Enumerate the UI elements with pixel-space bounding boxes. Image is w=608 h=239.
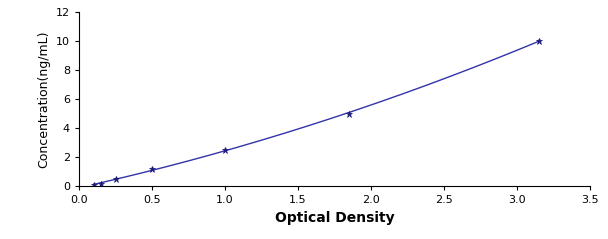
- Y-axis label: Concentration(ng/mL): Concentration(ng/mL): [37, 30, 50, 168]
- X-axis label: Optical Density: Optical Density: [275, 211, 394, 225]
